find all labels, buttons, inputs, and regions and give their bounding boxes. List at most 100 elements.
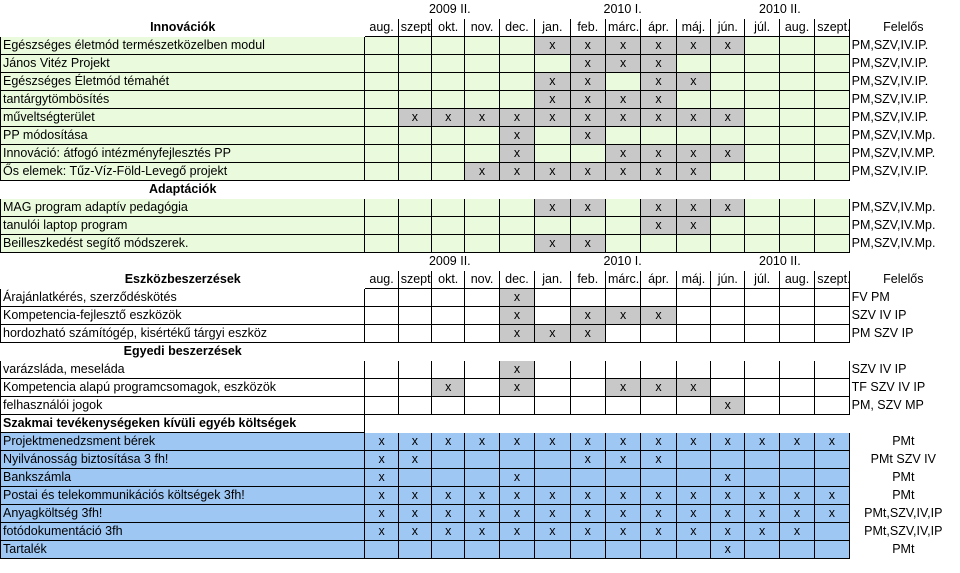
empty-cell [397, 54, 433, 73]
empty-cell [604, 324, 642, 343]
mark-cell: x [534, 72, 571, 91]
blank-cell [815, 181, 849, 199]
month-label: ápr. [640, 18, 677, 37]
empty-cell [397, 198, 433, 217]
empty-cell [675, 126, 712, 145]
blank-cell [535, 415, 570, 433]
empty-cell [498, 198, 536, 217]
mark-cell: x [498, 306, 536, 325]
mark-cell: x [431, 504, 466, 523]
blank-cell [605, 181, 640, 199]
mark-cell: x [778, 522, 816, 541]
empty-cell [710, 324, 746, 343]
empty-cell [498, 54, 536, 73]
table-row: Innováció: átfogó intézményfejlesztés PP… [0, 144, 958, 163]
owner-value: PM,SZV,IV.IP. [851, 110, 929, 124]
mark-cell: x [498, 432, 536, 451]
empty-cell [431, 36, 466, 55]
empty-cell [397, 360, 433, 379]
blank-cell [365, 343, 398, 361]
empty-cell [744, 72, 780, 91]
blank-cell [815, 343, 849, 361]
mark-cell: x [604, 432, 642, 451]
mark-cell: x [675, 432, 712, 451]
empty-cell [778, 198, 816, 217]
empty-cell [431, 90, 466, 109]
mark-cell: x [534, 504, 571, 523]
blank-cell [570, 343, 605, 361]
empty-cell [710, 360, 746, 379]
blank-cell [849, 415, 957, 433]
empty-cell [710, 162, 746, 181]
empty-cell [364, 324, 399, 343]
empty-cell [744, 360, 780, 379]
mark-cell: x [498, 324, 536, 343]
empty-cell [569, 216, 606, 235]
mark-cell: x [569, 324, 606, 343]
month-label: aug. [364, 18, 399, 37]
empty-cell [675, 540, 712, 559]
mark-cell: x [710, 108, 746, 127]
empty-cell [710, 126, 746, 145]
empty-cell [778, 324, 816, 343]
owner-value: PM,SZV,IV.Mp. [851, 128, 936, 142]
empty-cell [640, 288, 677, 307]
empty-cell [569, 468, 606, 487]
empty-cell [640, 396, 677, 415]
owner-value: PM,SZV,IV.Mp. [851, 200, 936, 214]
mark-cell: x [814, 504, 850, 523]
mark-cell: x [640, 144, 677, 163]
mark-cell: x [534, 36, 571, 55]
empty-cell [364, 288, 399, 307]
blank-cell [676, 415, 710, 433]
mark-cell: x [364, 468, 399, 487]
mark-cell: x [569, 90, 606, 109]
empty-cell [397, 216, 433, 235]
blank-cell [365, 181, 398, 199]
blank-cell [745, 343, 779, 361]
month-label: okt. [431, 18, 466, 37]
mark-cell: x [710, 468, 746, 487]
empty-cell [640, 234, 677, 253]
empty-cell [710, 90, 746, 109]
blank-cell [570, 181, 605, 199]
month-label: feb. [569, 18, 606, 37]
activity-name: Egészséges Életmód témahét [0, 72, 366, 91]
owner-value: PM,SZV,IV.IP. [851, 74, 929, 88]
empty-cell [534, 378, 571, 397]
empty-cell [640, 324, 677, 343]
blank-cell [499, 343, 534, 361]
mark-cell: x [675, 216, 712, 235]
empty-cell [640, 468, 677, 487]
empty-cell [675, 324, 712, 343]
month-label: júl. [744, 270, 780, 289]
owner-value: PMt,SZV,IV,IP [864, 524, 943, 538]
empty-cell [498, 540, 536, 559]
empty-cell [814, 288, 850, 307]
mark-cell: x [534, 324, 571, 343]
empty-cell [744, 540, 780, 559]
mark-cell: x [364, 432, 399, 451]
mark-cell: x [640, 450, 677, 469]
month-label: szept. [397, 18, 433, 37]
empty-cell [778, 540, 816, 559]
blank-cell [432, 181, 465, 199]
empty-cell [364, 144, 399, 163]
mark-cell: x [498, 486, 536, 505]
year-label: 2010 I. [603, 254, 642, 268]
month-label: jan. [534, 18, 571, 37]
empty-cell [604, 540, 642, 559]
empty-cell [710, 234, 746, 253]
empty-cell [464, 54, 500, 73]
mark-cell: x [604, 90, 642, 109]
activity-name: felhasználói jogok [0, 396, 366, 415]
empty-cell [778, 468, 816, 487]
subsection-title: Szakmai tevékenységeken kívüli egyéb köl… [0, 414, 366, 433]
empty-cell [397, 36, 433, 55]
empty-cell [778, 234, 816, 253]
activity-name: Kompetencia alapú programcsomagok, eszkö… [0, 378, 366, 397]
empty-cell [640, 126, 677, 145]
table-row: Bankszámla x x x PMt [0, 468, 958, 487]
owner-value: PMt [892, 470, 915, 484]
blank-cell [535, 343, 570, 361]
